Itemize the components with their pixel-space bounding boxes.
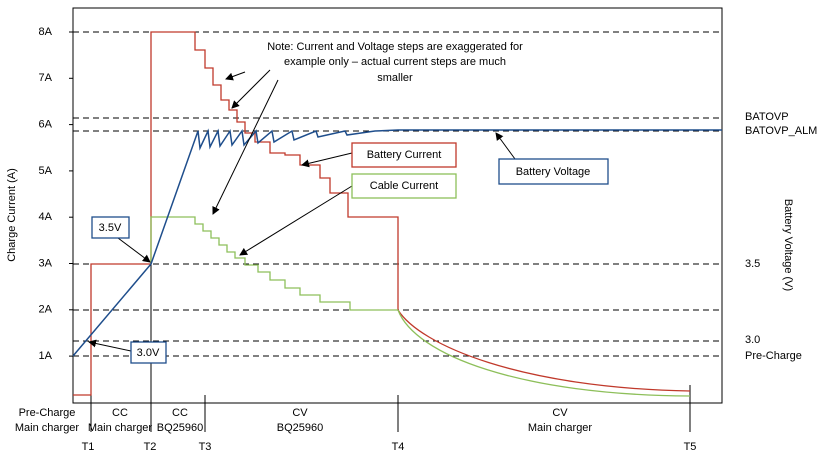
phase-label: CV <box>292 407 308 419</box>
y2-label: BATOVP <box>745 111 789 123</box>
callouts: Battery Current Cable Current Battery Vo… <box>91 142 609 364</box>
phase-label: Main charger <box>15 422 80 434</box>
phase-label: Pre-Charge <box>19 407 76 419</box>
y-tick-label: 4A <box>39 211 53 223</box>
phase-label: CV <box>552 407 568 419</box>
phase-label: CC <box>172 407 188 419</box>
y-tick-label: 5A <box>39 165 53 177</box>
y-tick-label: 6A <box>39 119 53 131</box>
y2-label: 3.5 <box>745 258 760 270</box>
phases: Pre-Charge Main charger CC Main charger CC BQ… <box>15 407 697 453</box>
callout: Cable Current <box>370 180 438 192</box>
y-tick-label: 2A <box>39 304 53 316</box>
note-line: smaller <box>377 72 413 84</box>
note-line: Note: Current and Voltage steps are exag… <box>267 41 523 53</box>
phase-label: Main charger <box>528 422 593 434</box>
y-axis-title: Charge Current (A) <box>6 168 18 262</box>
phase-label: CC <box>112 407 128 419</box>
arrows <box>88 69 516 352</box>
y-tick-label: 7A <box>39 72 53 84</box>
phase-label: BQ25960 <box>277 422 323 434</box>
time-label: T4 <box>392 441 405 453</box>
phase-label: BQ25960 <box>157 422 203 434</box>
time-label: T2 <box>144 441 157 453</box>
y2-axis-title: Battery Voltage (V) <box>782 199 794 291</box>
y-axis: 8A 7A 6A 5A 4A 3A 2A 1A <box>39 26 73 362</box>
cable-current-decay <box>397 309 691 397</box>
battery-current-curve <box>73 31 399 396</box>
y-tick-label: 8A <box>39 26 53 38</box>
callout: 3.5V <box>99 222 122 234</box>
note-line: example only – actual current steps are … <box>284 56 506 68</box>
cable-current-curve <box>150 216 398 311</box>
note: Note: Current and Voltage steps are exag… <box>267 41 523 84</box>
y2-label: 3.0 <box>745 334 760 346</box>
time-label: T1 <box>82 441 95 453</box>
battery-current-decay <box>397 309 691 392</box>
time-label: T5 <box>684 441 697 453</box>
y2-label: Pre-Charge <box>745 350 802 362</box>
callout: Battery Voltage <box>516 166 591 178</box>
callout: Battery Current <box>367 149 442 161</box>
y2-label: BATOVP_ALM <box>745 125 817 137</box>
callout: 3.0V <box>137 347 160 359</box>
time-label: T3 <box>199 441 212 453</box>
y-tick-label: 1A <box>39 350 53 362</box>
battery-voltage-curve <box>72 128 722 357</box>
y-tick-label: 3A <box>39 257 53 269</box>
phase-label: Main charger <box>88 422 153 434</box>
